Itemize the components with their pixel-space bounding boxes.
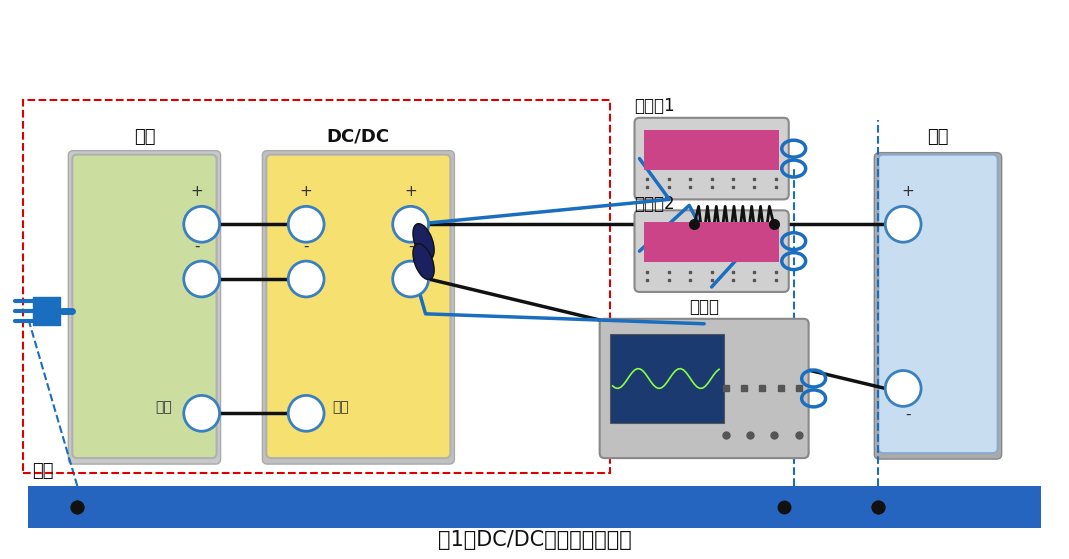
Text: -: - [304,239,309,254]
Text: 图1：DC/DC转换器测试系统: 图1：DC/DC转换器测试系统 [437,529,632,549]
FancyBboxPatch shape [635,210,789,292]
Circle shape [289,261,324,297]
Circle shape [289,206,324,242]
Text: Rs: Rs [725,247,743,262]
Bar [609,334,724,423]
Text: -: - [193,239,200,254]
Text: -: - [905,406,911,421]
Ellipse shape [413,224,434,260]
Bar [645,130,779,169]
Circle shape [392,261,429,297]
Text: +: + [902,184,914,200]
Text: 电压表1: 电压表1 [635,97,676,115]
Bar [645,222,779,262]
FancyBboxPatch shape [600,319,808,458]
Text: 电压表2: 电压表2 [635,195,676,214]
Bar [28,486,1041,528]
Circle shape [885,371,921,406]
FancyBboxPatch shape [262,150,454,464]
FancyBboxPatch shape [73,155,217,458]
Ellipse shape [413,244,434,280]
Text: 电源: 电源 [134,127,155,146]
Bar [22,100,609,473]
Text: +: + [404,184,417,200]
Text: 负载: 负载 [927,127,948,146]
FancyBboxPatch shape [879,155,997,453]
Circle shape [184,395,219,431]
Circle shape [392,206,429,242]
Text: 示波器: 示波器 [690,298,719,316]
Text: +: + [190,184,203,200]
FancyBboxPatch shape [266,155,450,458]
Text: DC/DC: DC/DC [327,127,390,146]
Bar [32,297,60,325]
Text: +: + [299,184,312,200]
FancyBboxPatch shape [68,150,220,464]
Text: -: - [408,239,414,254]
Circle shape [184,261,219,297]
Text: 接地: 接地 [155,400,172,414]
Circle shape [885,206,921,242]
FancyBboxPatch shape [635,118,789,200]
Text: 接地: 接地 [32,462,55,480]
Circle shape [184,206,219,242]
FancyBboxPatch shape [874,153,1002,459]
Circle shape [289,395,324,431]
Text: 接地: 接地 [332,400,350,414]
